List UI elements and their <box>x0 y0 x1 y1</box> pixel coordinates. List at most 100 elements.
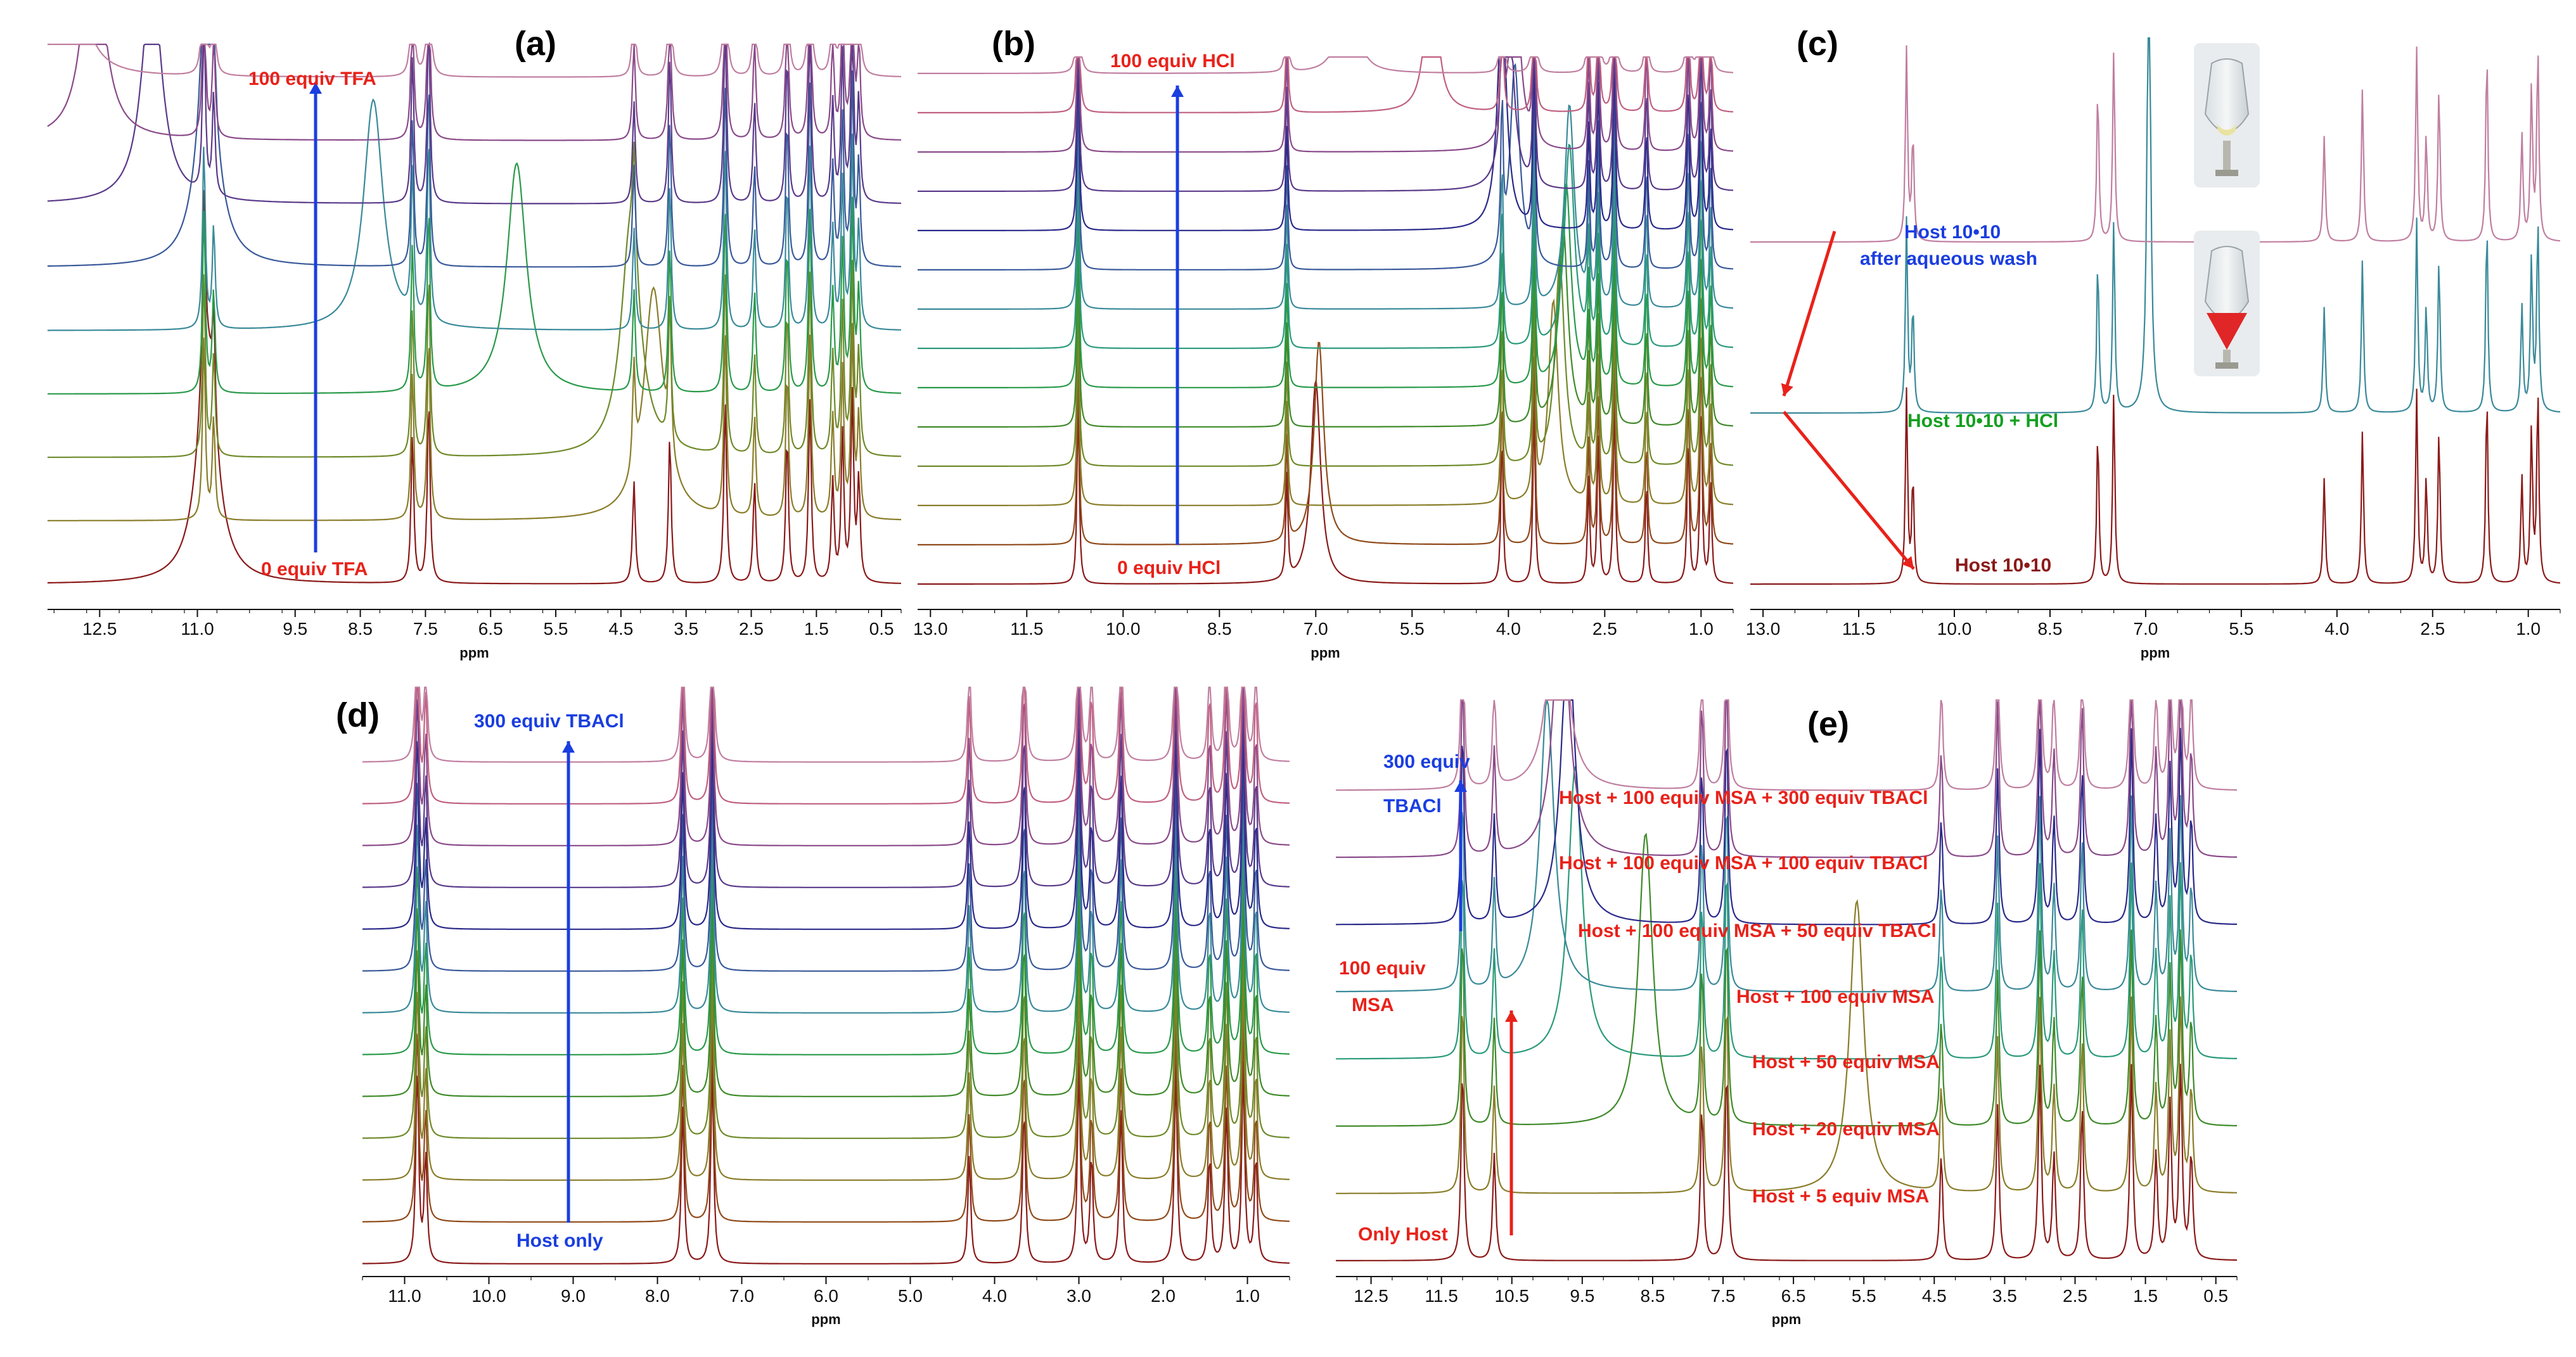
x-tick-label-e-0: 12.5 <box>1354 1286 1388 1306</box>
spectrum-trace-e-7 <box>1336 699 2237 791</box>
x-tick-label-b-7: 2.5 <box>1592 619 1617 639</box>
spectrum-trace-e-2 <box>1335 832 2237 1127</box>
x-tick-label-d-2: 9.0 <box>561 1286 586 1306</box>
spectrum-trace-d-1 <box>362 1018 1290 1223</box>
x-tick-label-a-6: 5.5 <box>544 619 568 639</box>
x-tick-label-d-6: 5.0 <box>898 1286 923 1306</box>
panel-label-d: (d) <box>336 696 380 734</box>
x-tick-label-c-8: 1.0 <box>2516 619 2541 639</box>
label-0-equiv-tfa: 0 equiv TFA <box>261 559 368 580</box>
photo-funnel-hcl <box>2194 231 2260 376</box>
label-host-only-d: Host only <box>516 1230 603 1251</box>
arrow-c-down <box>1783 411 1915 570</box>
row-label-e-2: Host + 20 equiv MSA <box>1752 1119 1940 1140</box>
x-tick-label-c-4: 7.0 <box>2133 619 2158 639</box>
panel-a-spectra: 12.5 11.0 9.5 8.5 7.5 6.5 5.5 4.5 3.5 2.5 1.5 0.5 pp… <box>47 41 902 661</box>
row-label-e-3: Host + 50 equiv MSA <box>1752 1052 1940 1073</box>
arrow-e-blue-head <box>1454 780 1467 792</box>
spectrum-trace-d-0 <box>362 1060 1290 1265</box>
arrow-d-head <box>562 741 575 753</box>
row-label-e-6: Host + 100 equiv MSA + 100 equiv TBACl <box>1559 853 1928 874</box>
x-tick-label-d-10: 1.0 <box>1235 1286 1260 1306</box>
arrow-c-up-head <box>1781 383 1793 396</box>
spectrum-trace-b-5 <box>918 183 1734 388</box>
spectrum-trace-b-11 <box>918 56 1734 153</box>
panel-label-c: (c) <box>1797 25 1838 63</box>
x-tick-label-e-9: 3.5 <box>1992 1286 2017 1306</box>
panel-label-b: (b) <box>992 25 1035 63</box>
spectrum-trace-b-0 <box>918 380 1734 585</box>
panel-label-e: (e) <box>1807 705 1849 743</box>
x-axis-label-c: ppm <box>2141 645 2170 661</box>
spectrum-trace-e-3 <box>1336 766 2237 1060</box>
x-tick-label-e-11: 1.5 <box>2133 1286 2158 1306</box>
label-host-plus-hcl: Host 10•10 + HCl <box>1907 411 2059 431</box>
annotation-arrows <box>309 82 1915 1235</box>
spectrum-trace-d-5 <box>362 851 1290 1055</box>
x-tick-label-a-0: 12.5 <box>82 619 117 639</box>
x-axis-label-d: ppm <box>811 1311 840 1327</box>
label-host-after-wash-line1: Host 10•10 <box>1904 222 2001 243</box>
spectrum-trace-b-13 <box>918 56 1734 74</box>
x-tick-label-a-3: 8.5 <box>348 619 373 639</box>
spectrum-trace-e-0 <box>1336 1064 2237 1261</box>
spectrum-trace-e-4 <box>1335 699 2237 993</box>
row-label-e-5: Host + 100 equiv MSA + 50 equiv TBACl <box>1578 921 1937 941</box>
photo-funnel-washed <box>2194 43 2260 188</box>
panel-c-spectra: 13.0 11.5 10.0 8.5 7.0 5.5 4.0 2.5 1.0 ppm <box>1746 37 2561 661</box>
label-0-equiv-hcl: 0 equiv HCl <box>1117 557 1221 578</box>
spectrum-trace-d-11 <box>362 686 1290 805</box>
label-host-only-c: Host 10•10 <box>1955 555 2052 576</box>
x-tick-label-c-7: 2.5 <box>2420 619 2445 639</box>
spectrum-trace-a-1 <box>48 286 901 521</box>
x-tick-label-e-4: 8.5 <box>1640 1286 1665 1306</box>
label-only-host-e: Only Host <box>1358 1224 1448 1245</box>
spectrum-trace-b-6 <box>918 143 1734 349</box>
x-tick-label-c-2: 10.0 <box>1937 619 1972 639</box>
spectrum-trace-b-10 <box>918 56 1734 192</box>
spectrum-trace-a-7 <box>47 43 902 141</box>
x-tick-label-b-8: 1.0 <box>1689 619 1714 639</box>
x-tick-label-b-2: 10.0 <box>1106 619 1141 639</box>
x-tick-label-a-2: 9.5 <box>283 619 307 639</box>
x-tick-label-c-6: 4.0 <box>2324 619 2349 639</box>
x-tick-label-e-3: 9.5 <box>1570 1286 1594 1306</box>
panel-label-a: (a) <box>515 25 556 63</box>
x-axis-label-b: ppm <box>1310 645 1340 661</box>
label-host-after-wash-line2: after aqueous wash <box>1860 248 2038 269</box>
spectrum-trace-b-8 <box>918 63 1734 271</box>
x-tick-label-a-4: 7.5 <box>413 619 438 639</box>
spectrum-trace-d-8 <box>362 725 1290 930</box>
label-100-equiv-tfa: 100 equiv TFA <box>248 68 376 89</box>
spectrum-trace-e-5 <box>1336 699 2237 926</box>
label-100-equiv-hcl: 100 equiv HCl <box>1110 51 1235 72</box>
spectrum-trace-a-3 <box>48 162 901 395</box>
label-100-equiv-e: 100 equiv <box>1339 958 1426 979</box>
spectrum-trace-b-1 <box>918 341 1734 545</box>
spectrum-trace-e-6 <box>1336 699 2237 858</box>
spectrum-trace-d-12 <box>362 686 1290 763</box>
arrow-b-head <box>1171 86 1184 97</box>
x-tick-label-a-5: 6.5 <box>478 619 503 639</box>
x-tick-label-c-0: 13.0 <box>1746 619 1781 639</box>
spectrum-trace-d-3 <box>362 934 1290 1139</box>
spectrum-trace-d-9 <box>362 687 1290 888</box>
spectrum-trace-b-12 <box>918 56 1734 113</box>
spectrum-trace-d-4 <box>362 893 1290 1097</box>
spectrum-trace-c-2 <box>1750 45 2561 243</box>
x-tick-label-b-0: 13.0 <box>913 619 948 639</box>
spectrum-trace-a-8 <box>48 43 902 78</box>
x-tick-label-e-12: 0.5 <box>2203 1286 2228 1306</box>
x-tick-label-e-2: 10.5 <box>1494 1286 1529 1306</box>
x-tick-label-c-1: 11.5 <box>1842 619 1875 639</box>
panel-d-spectra: 11.0 10.0 9.0 8.0 7.0 6.0 5.0 4.0 3.0 2.0 1.0 ppm <box>362 686 1290 1327</box>
arrow-a-head <box>309 82 322 94</box>
label-300-equiv-e: 300 equiv <box>1383 751 1470 772</box>
panel-e-spectra: 12.5 11.5 10.5 9.5 8.5 7.5 6.5 5.5 4.5 3.5 2.5 1.5 0… <box>1335 699 2238 1327</box>
spectrum-trace-d-7 <box>362 767 1290 972</box>
arrow-e-red-head <box>1505 1010 1518 1022</box>
x-tick-label-b-1: 11.5 <box>1010 619 1043 639</box>
spectrum-trace-d-6 <box>362 809 1290 1014</box>
x-tick-label-e-1: 11.5 <box>1425 1286 1458 1306</box>
